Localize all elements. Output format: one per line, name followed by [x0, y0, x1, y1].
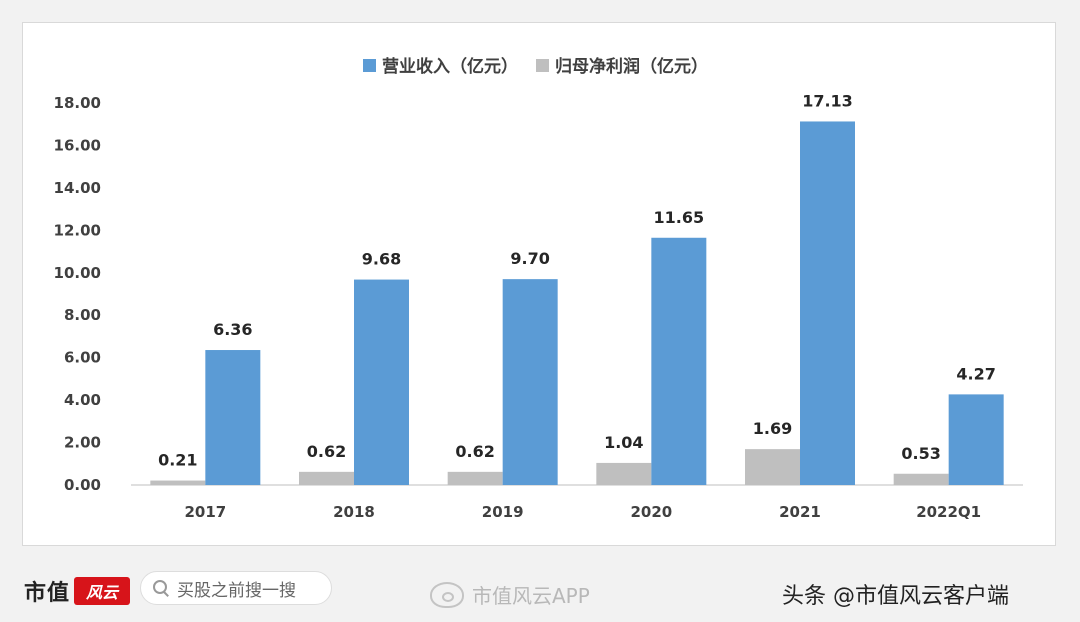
y-tick-label: 16.00 — [54, 136, 101, 154]
chart: 0.00 2.00 4.00 6.00 8.00 10.00 12.00 14.00 16.00… — [54, 56, 1023, 521]
bar-revenue — [205, 350, 261, 485]
bar-net-profit — [150, 480, 206, 485]
data-label: 0.53 — [901, 444, 940, 463]
y-tick-label: 12.00 — [54, 221, 101, 239]
y-tick-label: 6.00 — [64, 349, 101, 367]
data-label: 6.36 — [213, 320, 252, 339]
toutiao-account[interactable]: 头条 @市值风云客户端 — [782, 584, 1009, 609]
y-tick-label: 14.00 — [54, 179, 101, 197]
y-tick-label: 8.00 — [64, 306, 101, 324]
weibo-text: 市值风云APP — [472, 584, 590, 608]
bar-net-profit — [745, 449, 800, 485]
y-tick-label: 4.00 — [64, 391, 101, 409]
x-tick-label: 2021 — [779, 503, 821, 521]
logo-mark: 风云 — [74, 577, 131, 605]
data-label: 9.70 — [510, 249, 549, 268]
data-label: 0.62 — [307, 442, 346, 461]
data-label: 1.69 — [753, 419, 792, 438]
data-label: 11.65 — [654, 208, 705, 227]
weibo-account[interactable]: 市值风云APP — [430, 580, 590, 609]
brand-logo: 市值 风云 — [24, 574, 131, 608]
legend-label: 营业收入（亿元） — [382, 56, 518, 77]
bar-net-profit — [596, 462, 652, 485]
x-tick-label: 2020 — [630, 503, 672, 521]
weibo-icon — [430, 581, 464, 608]
search-text: 买股之前搜一搜 — [177, 580, 296, 601]
x-tick-label: 2018 — [333, 503, 375, 521]
legend-swatch — [536, 59, 549, 72]
bar-net-profit — [447, 471, 503, 485]
bar-net-profit — [893, 473, 949, 485]
footer: 市值 风云 买股之前搜一搜 市值风云APP 头条 @市值风云客户端 — [0, 560, 1080, 622]
data-label: 0.21 — [158, 451, 197, 470]
y-tick-label: 0.00 — [64, 476, 101, 494]
bar-net-profit — [299, 471, 354, 485]
y-tick-label: 10.00 — [54, 264, 101, 282]
data-label: 0.62 — [455, 442, 494, 461]
bar-revenue — [800, 121, 855, 486]
data-label: 9.68 — [362, 250, 401, 269]
bar-revenue — [502, 279, 558, 485]
x-tick-label: 2022Q1 — [916, 503, 981, 521]
search-icon — [153, 580, 169, 596]
data-label: 17.13 — [802, 91, 853, 110]
chart-card: 0.00 2.00 4.00 6.00 8.00 10.00 12.00 14.00 16.00… — [22, 22, 1056, 546]
data-label: 1.04 — [604, 433, 643, 452]
bar-revenue — [354, 279, 409, 485]
bar-revenue — [948, 394, 1004, 485]
legend-swatch — [363, 59, 376, 72]
y-tick-label: 2.00 — [64, 434, 101, 452]
x-tick-label: 2019 — [482, 503, 524, 521]
bar-revenue — [651, 237, 707, 485]
logo-text: 市值 — [24, 581, 71, 606]
y-tick-label: 18.00 — [54, 94, 101, 112]
x-tick-label: 2017 — [184, 503, 226, 521]
data-label: 4.27 — [956, 364, 995, 383]
search-box[interactable]: 买股之前搜一搜 — [140, 571, 332, 605]
legend-label: 归母净利润（亿元） — [555, 56, 708, 77]
